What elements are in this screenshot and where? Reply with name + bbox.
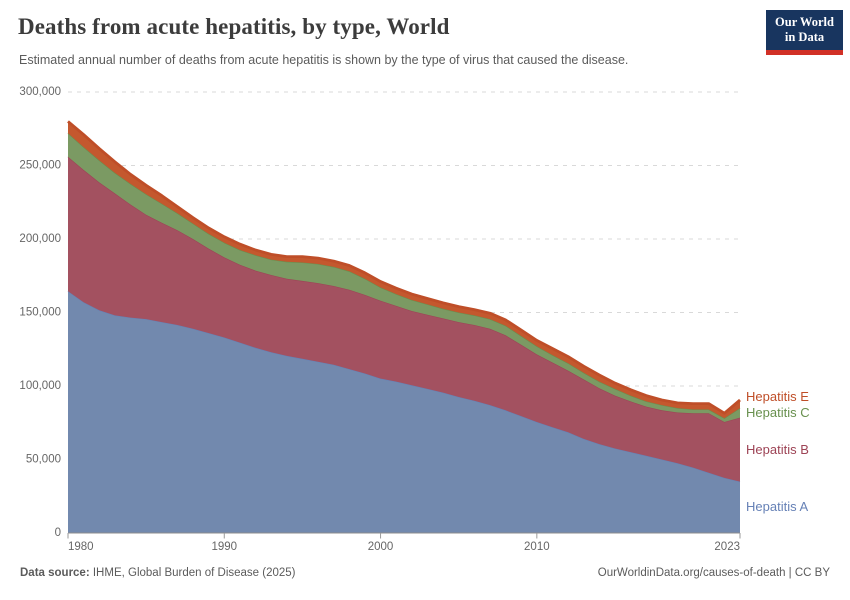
x-axis-tick-label: 2010 xyxy=(524,541,550,553)
y-axis-tick-label: 0 xyxy=(55,527,61,539)
page-title: Deaths from acute hepatitis, by type, Wo… xyxy=(18,14,450,39)
y-axis-tick-label: 50,000 xyxy=(26,454,61,466)
legend-label-hepatitis-a[interactable]: Hepatitis A xyxy=(746,499,809,515)
line-hepatitis-e xyxy=(67,120,741,415)
area-hepatitis-a xyxy=(68,291,740,533)
x-axis-tick-label: 2000 xyxy=(368,541,394,553)
data-source-label: Data source: xyxy=(20,567,90,579)
legend-label-hepatitis-c[interactable]: Hepatitis C xyxy=(746,404,810,420)
y-axis-tick-label: 300,000 xyxy=(19,86,61,98)
y-axis-tick-label: 150,000 xyxy=(19,307,61,319)
x-axis-tick-label: 1980 xyxy=(68,541,94,553)
owid-logo: Our World in Data xyxy=(766,10,843,55)
area-hepatitis-b xyxy=(68,156,740,482)
credit-line: OurWorldinData.org/causes-of-death | CC … xyxy=(597,567,830,579)
chart-subtitle: Estimated annual number of deaths from a… xyxy=(19,53,629,67)
chart-footer: Data source: IHME, Global Burden of Dise… xyxy=(20,567,830,579)
legend-label-hepatitis-e[interactable]: Hepatitis E xyxy=(746,388,809,404)
x-axis-tick-label: 1990 xyxy=(211,541,237,553)
y-axis-tick-label: 250,000 xyxy=(19,160,61,172)
owid-logo-line1: Our World xyxy=(775,15,834,30)
y-axis-tick-label: 100,000 xyxy=(19,380,61,392)
data-source: Data source: IHME, Global Burden of Dise… xyxy=(20,567,296,579)
legend-label-hepatitis-b[interactable]: Hepatitis B xyxy=(746,441,809,457)
owid-logo-line2: in Data xyxy=(784,30,825,44)
data-source-text: IHME, Global Burden of Disease (2025) xyxy=(89,567,296,579)
y-axis-tick-label: 200,000 xyxy=(19,233,61,245)
x-axis-tick-label: 2023 xyxy=(714,541,740,553)
